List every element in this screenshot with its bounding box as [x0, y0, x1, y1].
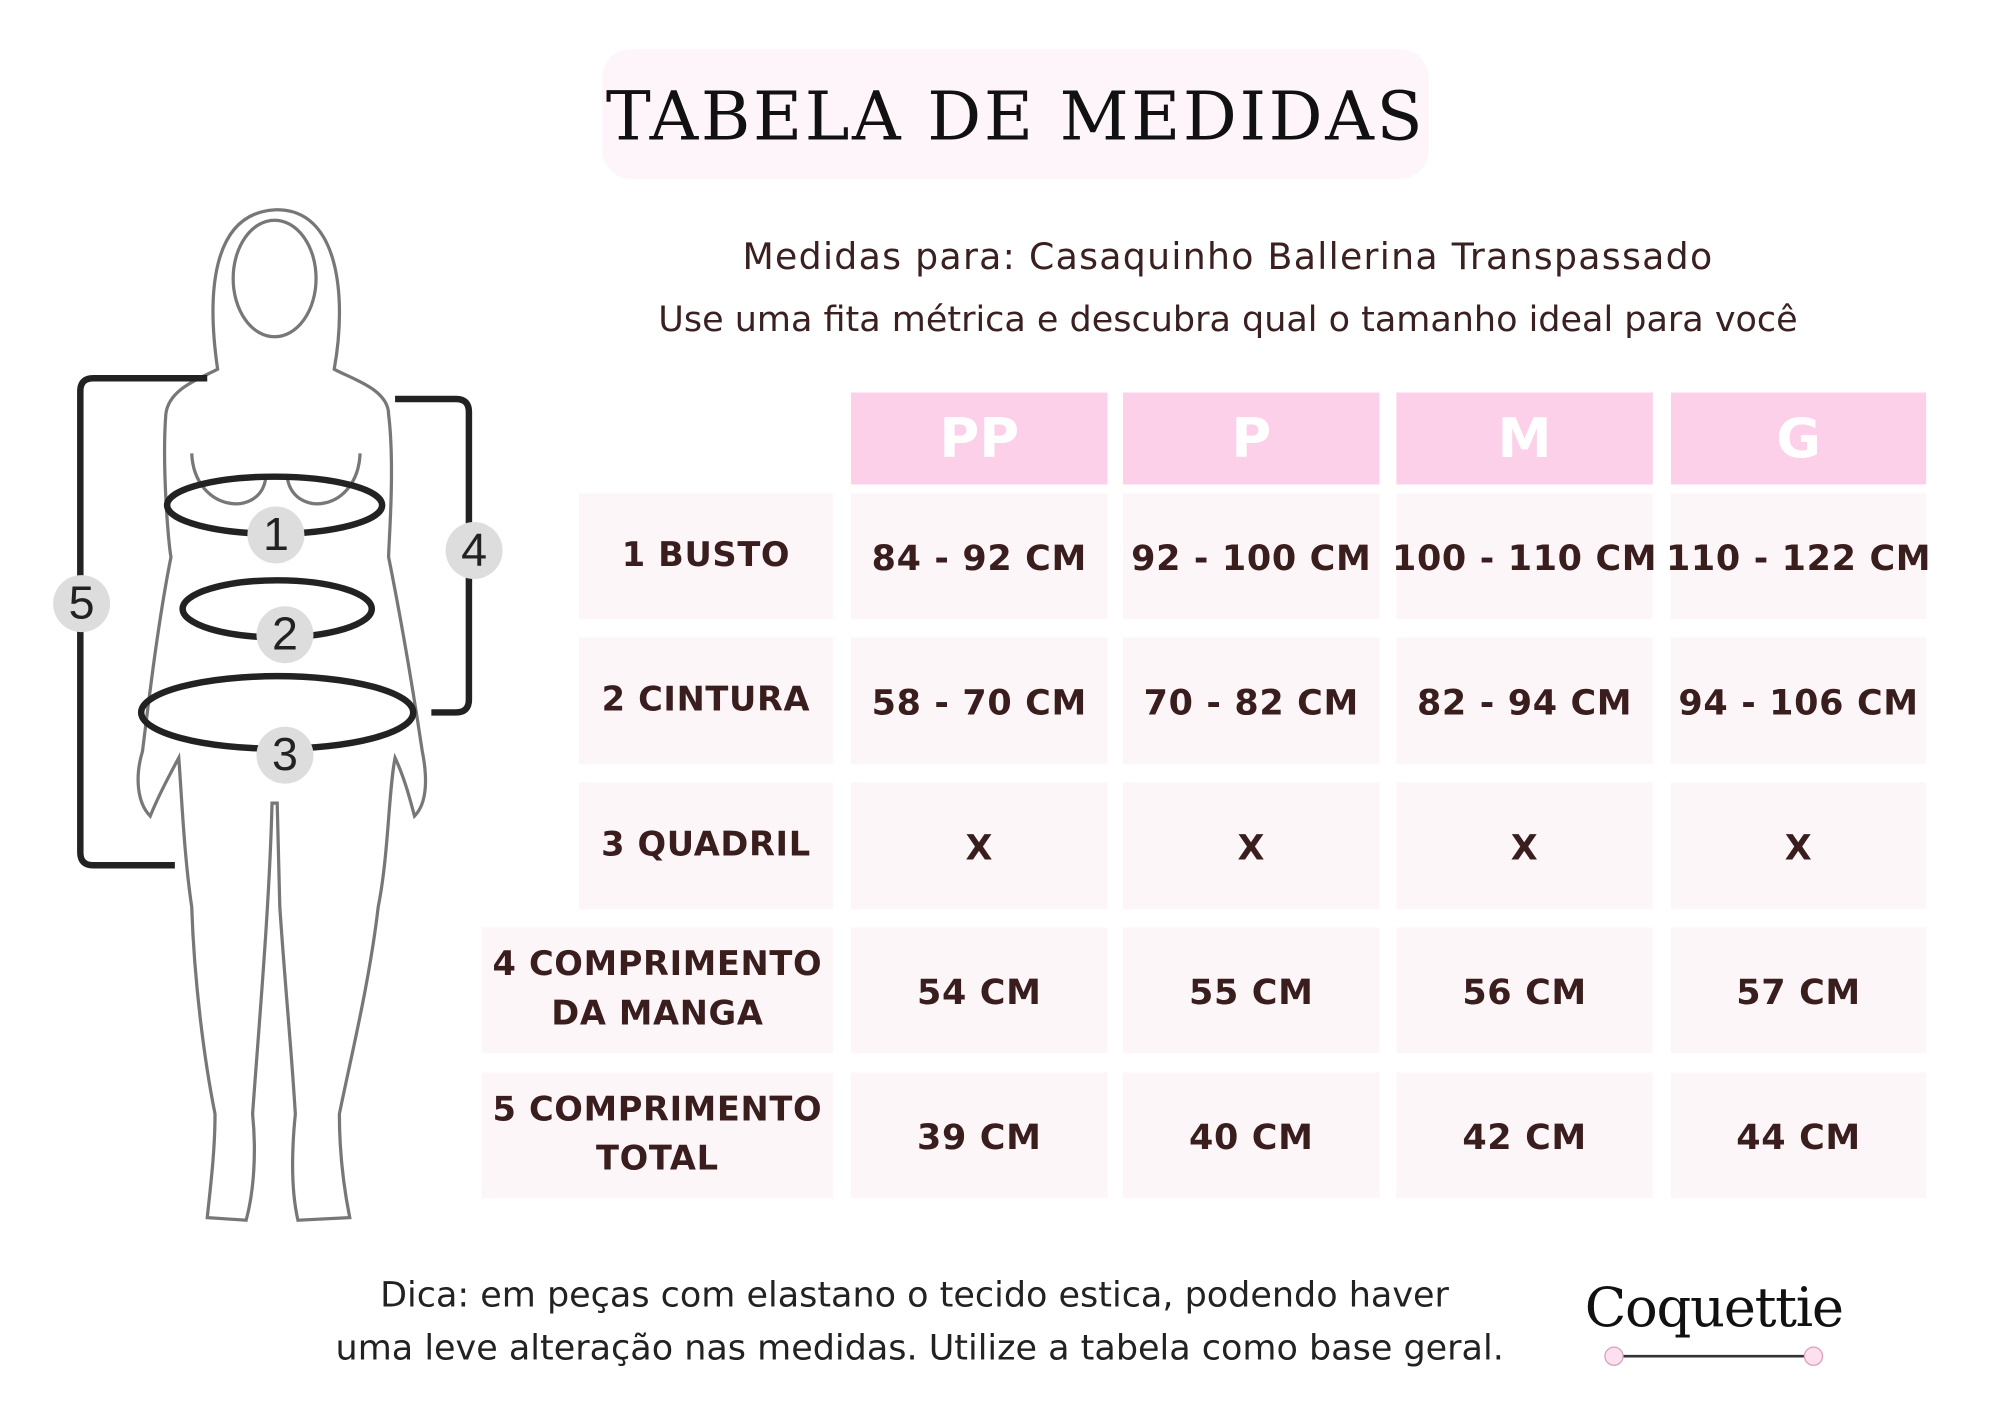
cell-value: 42 CM: [1462, 1118, 1587, 1158]
column-header-bg: [1670, 392, 1927, 485]
instruction: Use uma fita métrica e descubra qual o t…: [658, 300, 1797, 340]
cell-value: 110 - 122 CM: [1666, 539, 1931, 579]
row-label: TOTAL: [596, 1138, 719, 1177]
cell-bg: [1396, 637, 1653, 765]
marker-number: 3: [272, 728, 298, 780]
row-label-bg: [481, 927, 833, 1054]
row-label-bg: [579, 637, 833, 765]
marker-circle: [247, 506, 305, 564]
body-figure: [136, 208, 428, 1222]
cell-value: 44 CM: [1736, 1118, 1861, 1158]
cell-value: 39 CM: [917, 1118, 1042, 1158]
column-header: M: [1498, 407, 1552, 470]
brand-logo: Coquettie: [1585, 1276, 1843, 1339]
row-label: DA MANGA: [551, 993, 763, 1032]
cell-bg: [1123, 493, 1380, 620]
cell-value: 82 - 94 CM: [1417, 684, 1632, 724]
cell-bg: [1396, 493, 1653, 620]
row-label: 3 QUADRIL: [601, 824, 811, 863]
cell-bg: [851, 493, 1108, 620]
marker-circle: [53, 575, 111, 633]
cell-value: 84 - 92 CM: [872, 539, 1087, 579]
cell-value: 94 - 106 CM: [1678, 684, 1918, 724]
cell-bg: [851, 782, 1108, 910]
cell-bg: [851, 1072, 1108, 1199]
marker-number: 4: [461, 523, 487, 575]
cell-value: X: [965, 829, 993, 869]
cell-value: 55 CM: [1189, 973, 1314, 1013]
cell-bg: [1670, 493, 1927, 620]
cell-value: 58 - 70 CM: [872, 684, 1087, 724]
cell-value: 100 - 110 CM: [1392, 539, 1657, 579]
tip-line: Dica: em peças com elastano o tecido est…: [380, 1276, 1449, 1316]
cell-bg: [1123, 637, 1380, 765]
marker-circle: [256, 726, 314, 784]
row-label-bg: [481, 1072, 833, 1199]
cell-value: 54 CM: [917, 973, 1042, 1013]
subtitle: Medidas para: Casaquinho Ballerina Trans…: [742, 235, 1713, 278]
cell-value: 40 CM: [1189, 1118, 1314, 1158]
cell-bg: [1670, 782, 1927, 910]
cell-bg: [851, 637, 1108, 765]
marker-circle: [256, 606, 314, 664]
marker-number: 5: [69, 577, 95, 629]
cell-bg: [1670, 637, 1927, 765]
cell-value: 56 CM: [1462, 973, 1587, 1013]
column-header: P: [1231, 407, 1271, 470]
logo-heart: [1803, 1346, 1824, 1366]
marker-number: 2: [272, 608, 298, 660]
column-header-bg: [1123, 392, 1380, 485]
column-header-bg: [1396, 392, 1653, 485]
row-label: 4 COMPRIMENTO: [493, 944, 823, 983]
cell-bg: [1396, 782, 1653, 910]
cell-bg: [1396, 927, 1653, 1054]
cell-value: X: [1237, 829, 1265, 869]
cell-value: 92 - 100 CM: [1131, 539, 1371, 579]
marker-number: 1: [263, 508, 289, 560]
row-label: 5 COMPRIMENTO: [493, 1089, 823, 1128]
cell-bg: [1396, 1072, 1653, 1199]
cell-bg: [1123, 927, 1380, 1054]
cell-value: X: [1511, 829, 1539, 869]
row-label: 2 CINTURA: [602, 679, 811, 718]
logo-heart: [1604, 1346, 1624, 1366]
cell-bg: [851, 927, 1108, 1054]
column-header-bg: [851, 392, 1108, 485]
cell-value: 70 - 82 CM: [1144, 684, 1359, 724]
row-label: 1 BUSTO: [622, 535, 790, 574]
cell-bg: [1123, 1072, 1380, 1199]
row-label-bg: [579, 782, 833, 910]
column-header: PP: [939, 407, 1019, 470]
row-label-bg: [579, 493, 833, 620]
cell-bg: [1123, 782, 1380, 910]
cell-bg: [1670, 1072, 1927, 1199]
cell-value: X: [1785, 829, 1813, 869]
tip-line: uma leve alteração nas medidas. Utilize …: [336, 1329, 1504, 1369]
cell-value: 57 CM: [1736, 973, 1861, 1013]
column-header: G: [1776, 407, 1821, 470]
title-box: [602, 49, 1429, 179]
title: TABELA DE MEDIDAS: [606, 76, 1425, 155]
cell-bg: [1670, 927, 1927, 1054]
marker-circle: [445, 522, 503, 580]
